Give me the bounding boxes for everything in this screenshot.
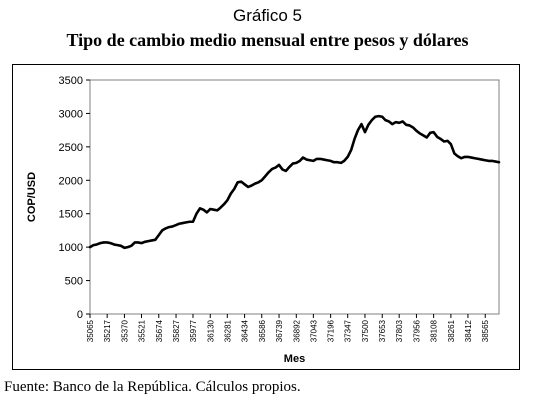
x-tick-label: 35977 bbox=[189, 319, 198, 342]
figure-title: Tipo de cambio medio mensual entre pesos… bbox=[66, 30, 469, 50]
x-tick-label: 35217 bbox=[103, 319, 112, 342]
x-tick-label: 36130 bbox=[206, 319, 215, 342]
x-tick-label: 35674 bbox=[155, 319, 164, 342]
x-tick-label: 36892 bbox=[292, 319, 301, 342]
chart-container: 0 500 1000 1500 2000 2500 3000 3500 35065 35217 3… bbox=[12, 64, 520, 370]
x-tick-label: 37653 bbox=[378, 319, 387, 342]
series-line bbox=[88, 114, 501, 250]
figure-label: Gráfico 5 bbox=[233, 6, 302, 25]
x-tick-label: 37196 bbox=[327, 319, 336, 342]
x-tick-label: 38412 bbox=[464, 319, 473, 342]
x-tick-label: 37500 bbox=[361, 319, 370, 342]
y-tick-label: 2500 bbox=[59, 142, 83, 154]
source-note: Fuente: Banco de la República. Cálculos … bbox=[4, 379, 301, 395]
x-axis-label: Mes bbox=[284, 353, 305, 365]
x-tick-label: 36739 bbox=[275, 319, 284, 342]
y-tick-label: 2000 bbox=[59, 175, 83, 187]
x-tick-label: 35521 bbox=[137, 319, 146, 342]
x-tick-label: 38565 bbox=[481, 319, 490, 342]
x-tick-label: 37347 bbox=[344, 319, 353, 342]
y-axis-ticks: 0 500 1000 1500 2000 2500 3000 3500 bbox=[59, 75, 90, 321]
y-tick-label: 1000 bbox=[59, 242, 83, 254]
x-tick-label: 38261 bbox=[447, 319, 456, 342]
plot-area bbox=[89, 79, 500, 315]
x-tick-label: 35065 bbox=[86, 319, 95, 342]
x-tick-label: 36434 bbox=[241, 319, 250, 342]
x-tick-label: 36586 bbox=[258, 319, 267, 342]
x-tick-label: 37043 bbox=[309, 319, 318, 342]
x-tick-label: 37956 bbox=[412, 319, 421, 342]
x-tick-label: 36281 bbox=[223, 319, 232, 342]
x-axis-ticks: 35065 35217 35370 35521 35674 35827 35977 36130… bbox=[86, 314, 490, 342]
x-tick-label: 35370 bbox=[120, 319, 129, 342]
y-tick-label: 1500 bbox=[59, 209, 83, 221]
y-tick-label: 500 bbox=[65, 276, 83, 288]
x-tick-label: 38108 bbox=[430, 319, 439, 342]
y-tick-label: 3000 bbox=[59, 108, 83, 120]
y-tick-label: 3500 bbox=[59, 75, 83, 87]
y-axis-label: COP/USD bbox=[26, 172, 38, 222]
x-tick-label: 37803 bbox=[395, 319, 404, 342]
x-tick-label: 35827 bbox=[172, 319, 181, 342]
y-tick-label: 0 bbox=[77, 309, 83, 321]
